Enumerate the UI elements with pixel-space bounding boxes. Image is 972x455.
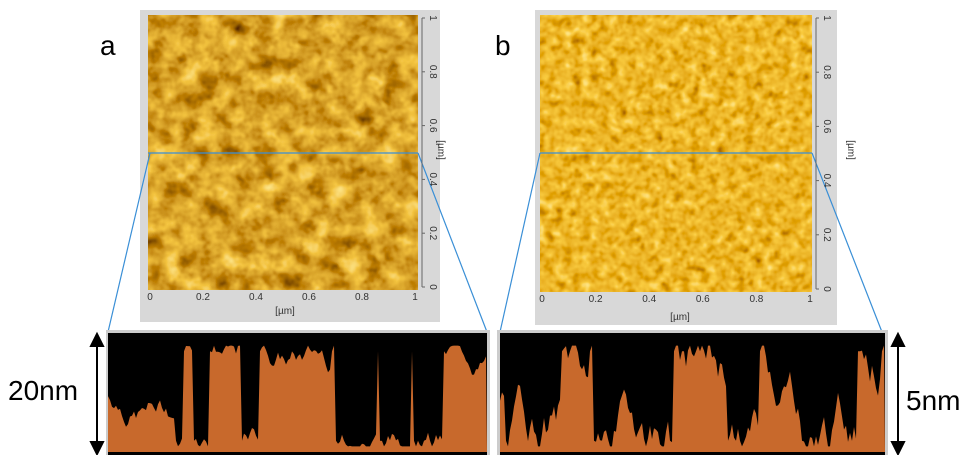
y-tick-label: 0 <box>821 286 832 292</box>
y-tick-label: 0.4 <box>821 174 832 188</box>
x-tick-label: 0.4 <box>642 294 656 305</box>
x-tick-label: 0.8 <box>355 292 369 303</box>
y-tick-label: 0.8 <box>427 65 438 79</box>
x-tick-label: 0.6 <box>696 294 710 305</box>
x-tick-label: 0.2 <box>589 294 603 305</box>
x-tick-label: 1 <box>807 294 813 305</box>
x-tick-label: 0 <box>539 294 545 305</box>
x-unit: [µm] <box>670 312 690 323</box>
panel-label: a <box>100 30 116 61</box>
panel-label: b <box>495 30 511 61</box>
y-tick-label: 0 <box>427 284 438 290</box>
y-tick-label: 0.6 <box>821 119 832 133</box>
x-tick-label: 0.6 <box>302 292 316 303</box>
zoom-lines <box>107 152 883 333</box>
x-tick-label: 1 <box>412 292 418 303</box>
y-tick-label: 0.2 <box>427 226 438 240</box>
scale-label: 5nm <box>906 385 960 416</box>
y-unit: [µm] <box>845 140 856 160</box>
y-tick-label: 0.8 <box>821 65 832 79</box>
profile <box>108 345 487 452</box>
x-tick-label: 0.2 <box>196 292 210 303</box>
x-tick-label: 0.4 <box>249 292 263 303</box>
y-tick-label: 0.2 <box>821 228 832 242</box>
y-unit: [µm] <box>435 140 446 160</box>
scale-arrow <box>89 331 906 455</box>
x-tick-label: 0 <box>147 292 153 303</box>
scale-label: 20nm <box>8 375 78 406</box>
y-tick-label: 0.6 <box>427 119 438 133</box>
x-tick-label: 0.8 <box>749 294 763 305</box>
profile <box>500 345 885 452</box>
x-unit: [µm] <box>275 306 295 317</box>
y-tick-label: 1 <box>427 15 438 21</box>
y-tick-label: 0.4 <box>427 172 438 186</box>
axes: 0 0.2 0.4 0.6 0.8 1 0 0.2 0.4 0.6 0.8 1 [µm] [µm] 0 0.2… <box>147 15 856 323</box>
y-tick-label: 1 <box>821 15 832 21</box>
